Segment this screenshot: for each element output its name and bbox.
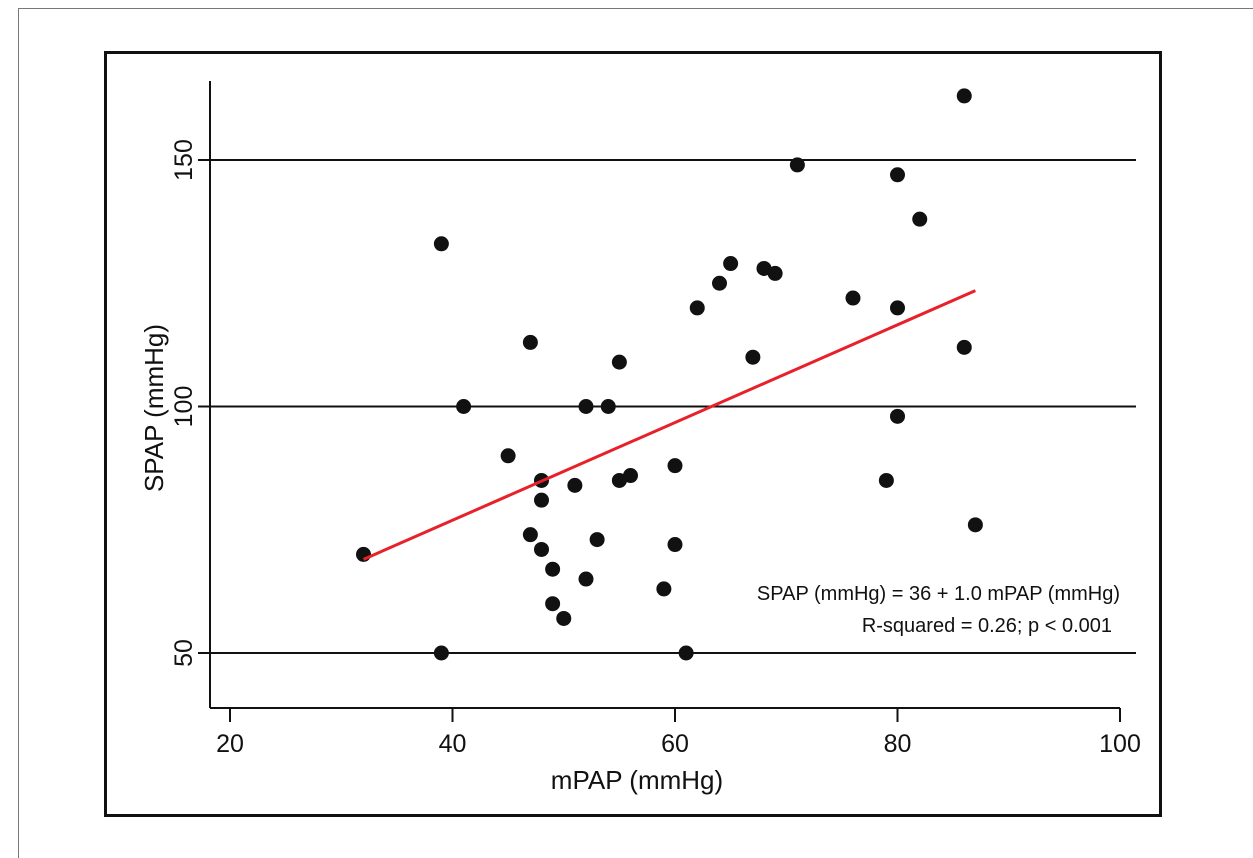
- data-point: [356, 546, 371, 562]
- axes: [209, 81, 1120, 709]
- r-squared-annotation: R-squared = 0.26; p < 0.001: [862, 615, 1112, 637]
- data-point: [956, 339, 972, 355]
- x-axis-title: mPAP (mmHg): [551, 765, 723, 795]
- data-point: [667, 458, 683, 474]
- data-point: [767, 265, 783, 281]
- data-point: [623, 468, 638, 484]
- data-point: [967, 517, 983, 533]
- data-point: [845, 290, 861, 306]
- data-point: [589, 532, 605, 548]
- x-ticks: 20 40 60 80 100: [216, 708, 1141, 758]
- regression-line: [362, 289, 976, 561]
- data-point: [656, 581, 672, 597]
- y-tick-label: 150: [170, 139, 198, 181]
- data-points: [356, 88, 983, 661]
- data-point: [456, 399, 472, 414]
- data-point: [912, 211, 928, 227]
- data-point: [878, 472, 894, 488]
- x-tick-label: 100: [1099, 730, 1141, 758]
- data-point: [545, 561, 561, 577]
- data-point: [745, 349, 761, 365]
- data-point: [789, 157, 805, 173]
- regression-line-group: [362, 289, 976, 561]
- data-point: [522, 334, 538, 350]
- data-point: [522, 527, 538, 543]
- data-point: [433, 645, 449, 661]
- data-point: [712, 275, 727, 291]
- data-point: [600, 399, 616, 414]
- data-point: [567, 477, 583, 493]
- regression-equation: SPAP (mmHg) = 36 + 1.0 mPAP (mmHg): [757, 583, 1120, 605]
- x-tick-label: 40: [439, 730, 467, 758]
- page-border: [18, 8, 1253, 858]
- data-point: [667, 537, 683, 553]
- data-point: [578, 399, 594, 414]
- chart-frame: [104, 51, 1162, 817]
- x-tick-label: 80: [884, 730, 912, 758]
- data-point: [723, 256, 739, 272]
- data-point: [890, 300, 905, 316]
- y-tick-label: 100: [170, 386, 198, 428]
- data-point: [534, 492, 549, 508]
- data-point: [890, 408, 905, 424]
- data-point: [890, 167, 905, 183]
- data-point: [556, 610, 572, 626]
- data-point: [534, 541, 549, 557]
- y-axis-title: SPAP (mmHg): [139, 324, 169, 492]
- data-point: [500, 448, 516, 464]
- data-point: [545, 596, 561, 612]
- grid-lines: [210, 159, 1136, 654]
- data-point: [433, 236, 449, 252]
- data-point: [689, 300, 705, 316]
- x-tick-label: 60: [661, 730, 689, 758]
- data-point: [678, 645, 694, 661]
- data-point: [611, 354, 627, 370]
- data-point: [956, 88, 972, 104]
- y-tick-label: 50: [170, 639, 198, 667]
- x-tick-label: 20: [216, 730, 244, 758]
- y-ticks: 50 100 150: [170, 139, 210, 667]
- data-point: [578, 571, 594, 587]
